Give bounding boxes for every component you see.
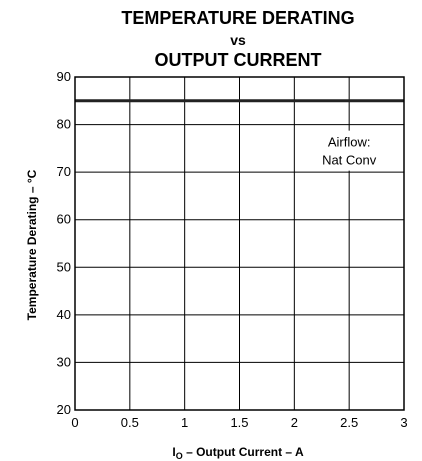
x-tick-label-4: 2 xyxy=(291,415,298,430)
x-tick-label-3: 1.5 xyxy=(230,415,248,430)
x-tick-labels: 0 0.5 1 1.5 2 2.5 3 xyxy=(71,415,407,430)
y-tick-label-2: 40 xyxy=(57,307,71,322)
plot-frame xyxy=(74,76,405,411)
x-axis-label-main: I xyxy=(172,445,175,459)
chart-title-line1: TEMPERATURE DERATING xyxy=(121,8,354,28)
y-tick-label-7: 90 xyxy=(57,69,71,84)
annotation-line1: Airflow: xyxy=(328,135,371,150)
x-tick-label-5: 2.5 xyxy=(340,415,358,430)
x-axis-label: IO – Output Current – A xyxy=(172,445,304,461)
grid-lines xyxy=(74,76,405,411)
y-tick-label-0: 20 xyxy=(57,402,71,417)
x-axis-label-rest: – Output Current – A xyxy=(183,445,304,459)
y-tick-label-6: 80 xyxy=(57,117,71,132)
x-axis-label-subscript: O xyxy=(176,451,183,461)
annotation-background xyxy=(314,130,385,171)
y-tick-labels: 20 30 40 50 60 70 80 90 xyxy=(57,69,71,417)
chart-title-line3: OUTPUT CURRENT xyxy=(155,50,322,70)
y-axis-label: Temperature Derating – °C xyxy=(25,169,39,320)
y-tick-label-3: 50 xyxy=(57,259,71,274)
y-tick-label-4: 60 xyxy=(57,212,71,227)
x-tick-label-6: 3 xyxy=(400,415,407,430)
y-tick-label-5: 70 xyxy=(57,164,71,179)
x-tick-label-2: 1 xyxy=(181,415,188,430)
x-tick-label-0: 0 xyxy=(71,415,78,430)
x-tick-label-1: 0.5 xyxy=(121,415,139,430)
annotation: Airflow: Nat Conv xyxy=(314,130,385,171)
y-tick-label-1: 30 xyxy=(57,354,71,369)
annotation-line2: Nat Conv xyxy=(322,153,377,168)
chart-title-vs: vs xyxy=(230,32,246,48)
